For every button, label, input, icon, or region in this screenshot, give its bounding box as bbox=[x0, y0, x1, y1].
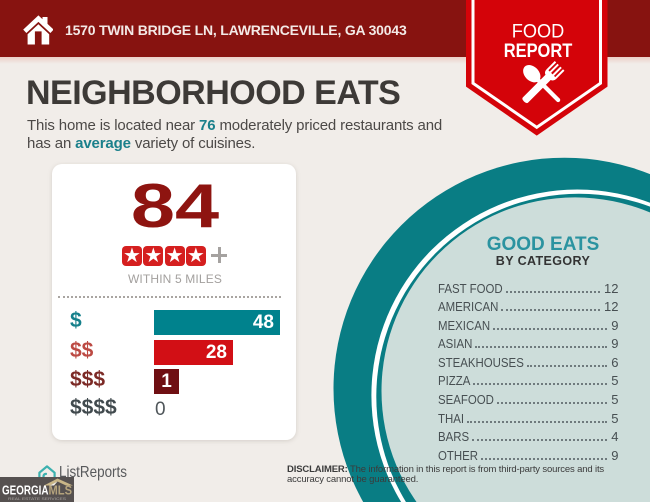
svg-text:REAL ESTATE SERVICES: REAL ESTATE SERVICES bbox=[8, 497, 67, 501]
svg-text:MLS: MLS bbox=[49, 484, 73, 498]
svg-text:FOOD: FOOD bbox=[512, 21, 565, 42]
svg-text:REPORT: REPORT bbox=[504, 40, 573, 62]
svg-text:GEORGIA: GEORGIA bbox=[2, 484, 49, 498]
